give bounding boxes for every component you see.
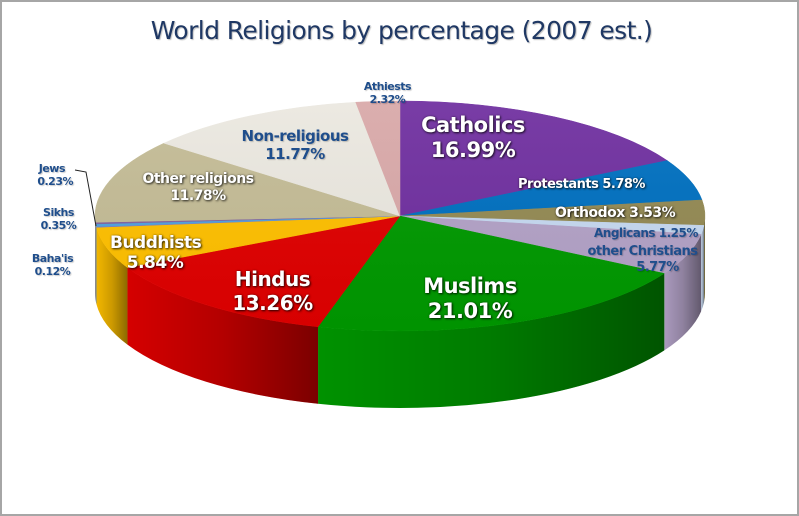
jews-leader-line (74, 169, 97, 227)
pie-sides (95, 216, 705, 408)
label-jews: Jews 0.23% (37, 162, 73, 188)
label-athiests: Athiests 2.32% (363, 80, 412, 106)
label-orthodox: Orthodox 3.53% (555, 205, 676, 221)
label-bahais: Baha'is 0.12% (31, 252, 74, 278)
label-other-religions: Other religions 11.78% (142, 171, 254, 204)
label-other-christians: other Christians 5.77% (587, 244, 699, 276)
label-non-religious: Non-religious 11.77% (241, 127, 349, 163)
label-buddhists: Buddhists 5.84% (110, 233, 202, 274)
label-protestants: Protestants 5.78% (518, 177, 645, 192)
label-anglicans: Anglicans 1.25% (594, 226, 698, 240)
label-catholics: Catholics 16.99% (421, 113, 525, 162)
label-sikhs: Sikhs 0.35% (40, 206, 77, 232)
pie-top-shine (95, 101, 705, 331)
label-muslims: Muslims 21.01% (423, 274, 517, 323)
chart-title: World Religions by percentage (2007 est.… (150, 16, 653, 45)
pie-slices (94, 100, 706, 332)
label-hindus: Hindus 13.26% (232, 267, 313, 315)
